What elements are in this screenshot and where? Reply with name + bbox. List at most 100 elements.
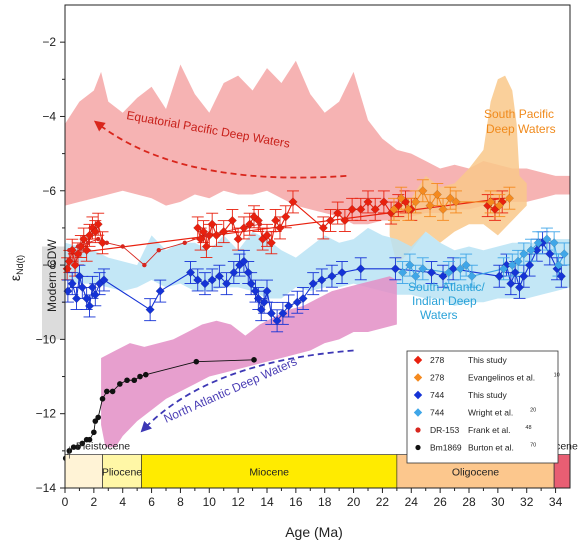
legend-marker — [413, 390, 423, 400]
y-tick-label--12: −12 — [36, 407, 57, 421]
744-this-study-point-14 — [193, 275, 203, 285]
278-this-study-point-40 — [363, 197, 373, 207]
bm1869-burton-et-al-point-10 — [99, 396, 106, 402]
278-evangelinos-et-al-point-1 — [396, 193, 406, 203]
744-wright-et-al-point-14 — [542, 234, 552, 244]
744-this-study-point-4 — [77, 282, 87, 293]
legend-source: Burton et al. — [468, 443, 514, 453]
legend-source: This study — [468, 355, 507, 365]
278-evangelinos-et-al-point-3 — [410, 197, 421, 207]
744-this-study-point-21 — [239, 256, 249, 267]
278-this-study-point-38 — [347, 204, 357, 214]
epoch-label-oligocene: Oligocene — [452, 466, 499, 478]
dr-153-frank-et-al-point-0 — [67, 248, 72, 253]
dr-153-frank-et-al-point-5 — [120, 244, 125, 249]
278-this-study-point-33 — [288, 197, 298, 207]
legend-site: 278 — [430, 373, 444, 383]
744-this-study-point-48 — [514, 282, 525, 293]
278-evangelinos-et-al-point-2 — [403, 204, 414, 214]
278-this-study-point-1 — [64, 256, 74, 267]
744-this-study-point-30 — [272, 316, 282, 326]
bm1869-burton-et-al-point-18 — [193, 358, 200, 365]
278-evangelinos-et-al-point-8 — [445, 193, 455, 203]
744-wright-et-al-point-10 — [513, 256, 523, 267]
744-wright-et-al-point-7 — [467, 271, 477, 281]
y-tick-label--4: −4 — [42, 109, 56, 123]
dr-153-frank-et-al-point-2 — [85, 240, 91, 245]
bm1869-burton-et-al-point-9 — [95, 414, 101, 421]
278-this-study-point-34 — [318, 223, 328, 233]
legend-site: 744 — [430, 408, 444, 418]
744-this-study-point-53 — [545, 249, 555, 259]
legend-ref: 48 — [525, 425, 531, 431]
744-wright-et-al-point-2 — [410, 271, 421, 281]
x-tick-label-10: 10 — [203, 495, 217, 509]
278-this-study-point-24 — [245, 219, 255, 229]
x-tick-label-24: 24 — [405, 495, 419, 509]
278-this-study-point-13 — [193, 223, 203, 233]
legend-site: DR-153 — [430, 425, 460, 435]
278-this-study-point-21 — [227, 215, 238, 226]
744-this-study-point-35 — [308, 279, 318, 289]
744-this-study-point-2 — [71, 293, 82, 304]
278-this-study-point-37 — [340, 215, 350, 226]
744-this-study-point-49 — [519, 271, 529, 281]
y-tick-label--6: −6 — [42, 184, 56, 198]
278-this-study-point-36 — [333, 208, 343, 218]
744-this-study-point-11 — [145, 305, 155, 315]
744-wright-et-al-point-11 — [519, 249, 529, 259]
278-evangelinos-et-al-point-7 — [438, 204, 448, 214]
278-this-study-point-6 — [79, 234, 89, 244]
744-this-study-point-40 — [390, 264, 401, 274]
278-this-study-point-22 — [233, 234, 243, 244]
dr-153-frank-et-al-point-1 — [75, 244, 81, 249]
epoch-label-pliocene: Pliocene — [102, 466, 142, 478]
744-wright-et-al-point-5 — [455, 264, 465, 274]
legend-source: Frank et al. — [468, 425, 511, 435]
278-this-study-point-18 — [207, 219, 217, 229]
278-this-study-point-20 — [219, 226, 229, 237]
bm1869-burton-et-al-point-14 — [124, 377, 130, 384]
744-wright-et-al-point-6 — [461, 260, 471, 270]
278-this-study-point-29 — [266, 238, 276, 248]
legend-source: This study — [468, 390, 507, 400]
x-tick-label-30: 30 — [491, 495, 505, 509]
744-wright-et-al-point-17 — [559, 249, 569, 259]
x-axis-label: Age (Ma) — [285, 524, 343, 540]
744-wright-et-al-point-4 — [444, 267, 454, 278]
744-wright-et-al-point-15 — [549, 238, 559, 248]
744-this-study-point-47 — [510, 267, 520, 278]
744-this-study-point-46 — [506, 279, 516, 289]
legend-marker — [415, 427, 421, 433]
278-this-study-point-7 — [81, 245, 92, 255]
278-evangelinos-et-al-point-6 — [432, 189, 442, 200]
legend-item-278-this-study: 278 This study — [413, 355, 507, 365]
legend-ref: 70 — [530, 443, 536, 449]
744-this-study-point-37 — [327, 271, 337, 281]
legend-item-dr-153-frank-et-al: DR-153 Frank et al. 48 — [415, 425, 532, 435]
x-tick-label-20: 20 — [347, 495, 361, 509]
epoch-label-pleistocene: Pleistocene — [76, 441, 130, 453]
744-this-study-point-44 — [494, 271, 504, 281]
water-mass-bands — [65, 60, 570, 448]
278-this-study-point-25 — [249, 212, 259, 222]
744-this-study-point-31 — [278, 308, 288, 319]
744-this-study-point-10 — [99, 275, 109, 285]
278-this-study-point-32 — [281, 212, 291, 222]
744-this-study-point-28 — [262, 286, 272, 296]
bm1869-burton-et-al-point-7 — [91, 429, 97, 436]
x-tick-label-4: 4 — [119, 495, 126, 509]
278-evangelinos-et-al-point-12 — [504, 193, 515, 203]
744-this-study-point-42 — [438, 271, 448, 281]
x-tick-label-32: 32 — [520, 495, 534, 509]
bm1869-burton-et-al-point-11 — [104, 388, 110, 395]
label-south-pacific-2: Deep Waters — [486, 122, 556, 136]
band-equatorial-pacific-deep-waters — [65, 60, 570, 225]
x-tick-label-18: 18 — [318, 495, 332, 509]
744-this-study-point-43 — [448, 264, 458, 274]
y-tick-label--2: −2 — [42, 35, 56, 49]
744-this-study-point-3 — [74, 271, 85, 281]
744-this-study-point-24 — [250, 286, 261, 296]
bm1869-burton-et-al-point-4 — [79, 440, 86, 447]
x-tick-label-2: 2 — [91, 495, 98, 509]
